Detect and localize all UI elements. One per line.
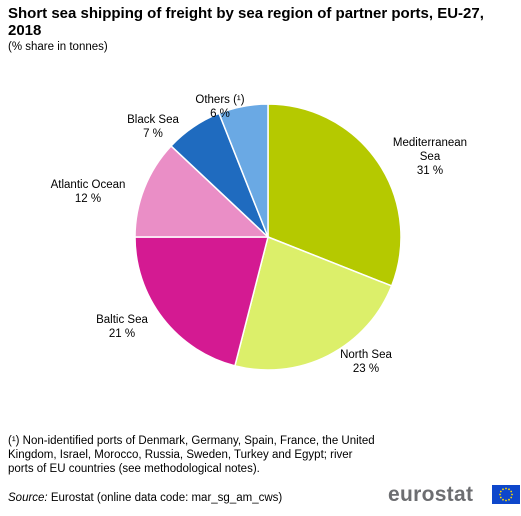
chart-title: Short sea shipping of freight by sea reg… — [8, 5, 484, 39]
flag-star — [510, 490, 513, 493]
footnote: (¹) Non-identified ports of Denmark, Ger… — [8, 435, 375, 475]
slice-name: Black Sea — [127, 114, 179, 126]
slice-name: Atlantic Ocean — [50, 179, 126, 191]
source-label: Source: — [8, 492, 48, 504]
pie-slice-4 — [134, 144, 270, 238]
source-line: Source: Eurostat (online data code: mar_… — [8, 492, 282, 504]
slice-value: 6 % — [210, 108, 230, 120]
slice-value: 12 % — [74, 193, 102, 205]
flag-star — [508, 498, 510, 501]
flag-star — [502, 498, 504, 501]
slice-label-4: Atlantic Ocean 12 % — [51, 178, 126, 206]
pie-slice-2 — [234, 235, 393, 371]
slice-label-1: Mediterranean Sea 31 % — [393, 136, 467, 178]
flag-star — [508, 488, 510, 491]
pie-slice-3 — [134, 236, 269, 367]
flag-star — [510, 496, 513, 499]
slice-name: Mediterranean — [392, 137, 468, 149]
chart-subtitle: (% share in tonnes) — [8, 41, 108, 53]
pie-slice-1 — [267, 103, 402, 287]
slice-label-5: Black Sea 7 % — [127, 113, 179, 141]
flag-star — [502, 488, 504, 491]
slice-value: 31 % — [416, 165, 444, 177]
slice-label-6: Others (¹) 6 % — [195, 93, 244, 121]
slice-value: 21 % — [108, 328, 136, 340]
flag-star — [499, 493, 501, 496]
flag-star — [499, 490, 502, 493]
flag-star — [505, 499, 507, 502]
slice-name: North Sea — [340, 349, 392, 361]
source-text: Eurostat (online data code: mar_sg_am_cw… — [47, 492, 283, 504]
logo-text: eurostat — [388, 483, 474, 506]
flag-star — [505, 487, 507, 490]
slice-label-2: North Sea 23 % — [340, 348, 392, 376]
slice-label-3: Baltic Sea 21 % — [96, 313, 148, 341]
eu-flag-icon — [492, 485, 520, 504]
slice-value: 23 % — [352, 363, 380, 375]
flag-star — [499, 496, 502, 499]
slice-name: Sea — [419, 151, 441, 163]
slice-value: 7 % — [143, 128, 163, 140]
pie-chart — [134, 103, 402, 371]
slice-name: Baltic Sea — [96, 314, 148, 326]
pie-slice-6 — [218, 103, 269, 238]
flag-star — [511, 493, 513, 496]
slice-name: Others (¹) — [195, 94, 245, 106]
